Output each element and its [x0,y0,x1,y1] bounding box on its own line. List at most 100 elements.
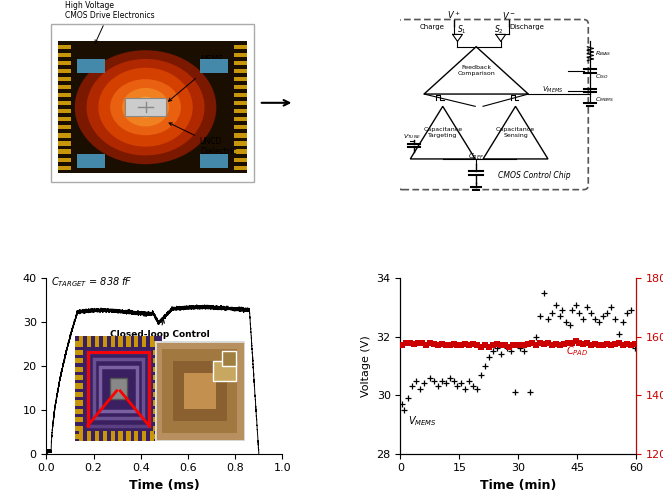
Bar [234,117,247,121]
Text: MEMS
Switch: MEMS Switch [168,54,225,101]
Text: $C_{MEMS}$: $C_{MEMS}$ [595,95,615,104]
Point [550,300,561,308]
Point [436,376,447,385]
Point [476,343,487,351]
Y-axis label: Voltage (V): Voltage (V) [361,335,371,397]
Point [428,376,439,385]
Bar [58,60,71,65]
Bar [234,150,247,154]
Polygon shape [483,106,548,159]
Point [629,344,640,352]
Point [411,376,422,385]
Point [523,340,534,348]
Point [511,341,522,349]
Point [566,306,577,314]
Bar [58,109,71,113]
Point [432,383,443,391]
Point [594,341,605,349]
Point [586,309,597,318]
Point [617,341,628,349]
Point [501,344,512,352]
Ellipse shape [122,88,169,127]
Bar [58,158,71,162]
Bar [234,109,247,113]
Point [531,341,542,349]
Point [480,341,491,349]
Point [397,341,408,349]
Bar [58,52,71,57]
Point [605,303,616,311]
Bar [234,85,247,89]
Point [509,388,520,396]
Point [425,339,436,347]
Point [487,347,498,355]
Bar [77,59,105,73]
Point [570,300,581,308]
Point [444,341,455,349]
Bar [234,158,247,162]
Point [570,337,581,345]
Bar [125,98,166,116]
Point [574,309,585,318]
Point [582,339,593,347]
Text: Closed-loop Control: Closed-loop Control [110,320,210,339]
Point [578,340,589,348]
Point [582,303,593,311]
Point [598,312,609,320]
Point [602,309,613,318]
Point [594,318,605,326]
Point [562,339,573,347]
Point [413,339,424,347]
Point [590,340,601,348]
Point [476,370,487,379]
Point [550,340,561,348]
Point [444,373,455,382]
Point [556,306,567,314]
Point [503,343,514,351]
FancyBboxPatch shape [398,20,588,190]
Point [397,400,408,408]
Point [546,341,557,349]
Point [519,347,530,355]
Point [432,341,443,349]
Bar [234,69,247,73]
Text: $V_{MEMS}$: $V_{MEMS}$ [408,414,437,428]
Bar [58,117,71,121]
Point [472,341,483,349]
Point [460,340,471,348]
Point [415,385,426,393]
Point [468,340,479,348]
Point [448,340,459,348]
Bar [234,60,247,65]
Point [491,340,502,348]
Point [484,343,495,351]
Polygon shape [424,47,528,94]
Point [602,340,613,348]
Bar [58,150,71,154]
Point [495,341,506,349]
Polygon shape [410,106,475,159]
Point [625,306,636,314]
Point [525,388,536,396]
Point [554,312,565,320]
Point [539,289,550,297]
Bar [234,93,247,97]
Bar [58,85,71,89]
Bar [58,142,71,146]
Bar [51,24,254,182]
Point [598,341,609,349]
Point [507,341,518,349]
Point [428,340,439,348]
Bar [234,134,247,138]
Bar [234,125,247,130]
Point [574,339,585,347]
Point [480,362,491,370]
Text: Charge: Charge [420,24,444,30]
Point [554,341,565,349]
Text: $S_2$: $S_2$ [494,24,504,36]
Bar [234,52,247,57]
Bar [58,41,247,173]
Point [403,394,414,402]
Point [617,318,628,326]
Point [472,385,483,393]
